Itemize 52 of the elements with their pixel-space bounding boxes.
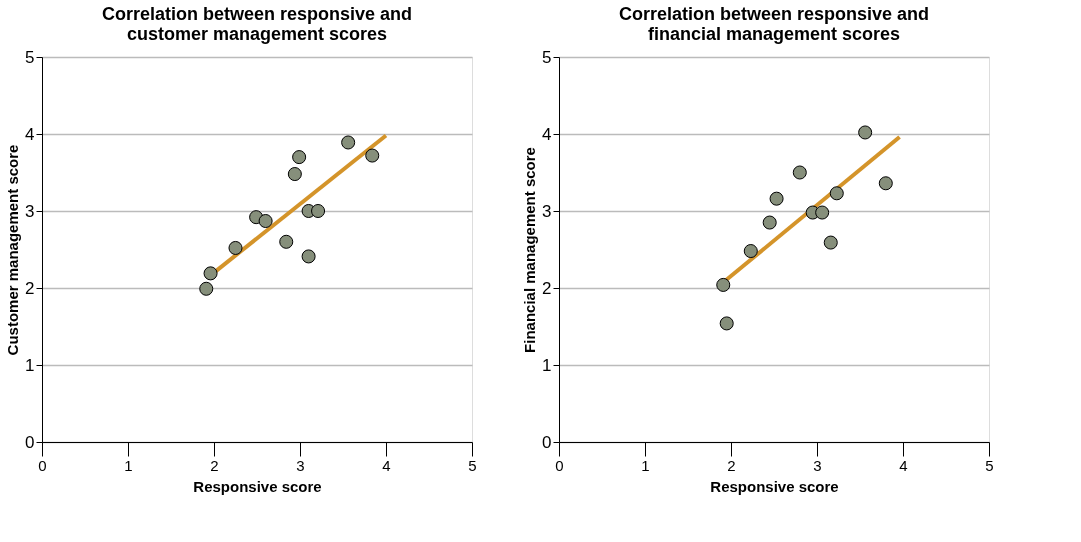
y-tick-label: 3: [542, 201, 552, 221]
x-tick-label: 1: [124, 456, 133, 474]
x-axis-title: Responsive score: [193, 477, 322, 495]
point: [792, 165, 807, 180]
chart-title: Correlation between responsive and customer management scores: [101, 4, 413, 44]
y-tick-label: 1: [542, 355, 552, 375]
point: [762, 215, 777, 230]
point: [279, 234, 294, 249]
point: [258, 214, 273, 229]
point: [769, 191, 784, 206]
y-tick-label: 0: [542, 432, 552, 452]
point: [719, 316, 734, 331]
point: [365, 148, 380, 163]
point: [292, 150, 307, 165]
point: [743, 244, 758, 259]
point: [228, 240, 243, 255]
y-tick-label: 2: [25, 278, 35, 298]
y-tick-label: 0: [25, 432, 35, 452]
y-tick-label: 1: [25, 355, 35, 375]
x-tick-label: 0: [555, 456, 564, 474]
y-tick-label: 2: [542, 278, 552, 298]
chart-title: Correlation between responsive and financial management scores: [618, 4, 930, 44]
x-tick-label: 5: [468, 456, 477, 474]
y-axis-title: Customer management score: [4, 144, 22, 356]
x-tick-label: 2: [727, 456, 736, 474]
point: [199, 281, 214, 296]
point: [829, 186, 844, 201]
point: [341, 135, 356, 150]
point: [203, 266, 218, 281]
point: [311, 203, 326, 219]
x-tick-label: 0: [38, 456, 47, 474]
point: [301, 249, 316, 264]
point: [815, 205, 830, 220]
y-axis-title: Financial management score: [521, 147, 539, 353]
point: [716, 277, 731, 292]
x-tick-label: 4: [382, 456, 391, 474]
x-tick-label: 3: [813, 456, 822, 474]
x-tick-label: 4: [899, 456, 908, 474]
point: [878, 176, 893, 191]
x-tick-label: 3: [296, 456, 305, 474]
y-tick-label: 4: [25, 124, 35, 144]
x-tick-label: 2: [210, 456, 219, 474]
y-tick-label: 5: [25, 47, 35, 67]
y-tick-label: 3: [25, 201, 35, 221]
x-axis-title: Responsive score: [710, 477, 839, 495]
y-tick-label: 4: [542, 124, 552, 144]
point: [858, 125, 873, 140]
y-tick-label: 5: [542, 47, 552, 67]
x-tick-label: 1: [641, 456, 650, 474]
point: [823, 235, 838, 250]
point: [287, 167, 302, 182]
x-tick-label: 5: [985, 456, 994, 474]
